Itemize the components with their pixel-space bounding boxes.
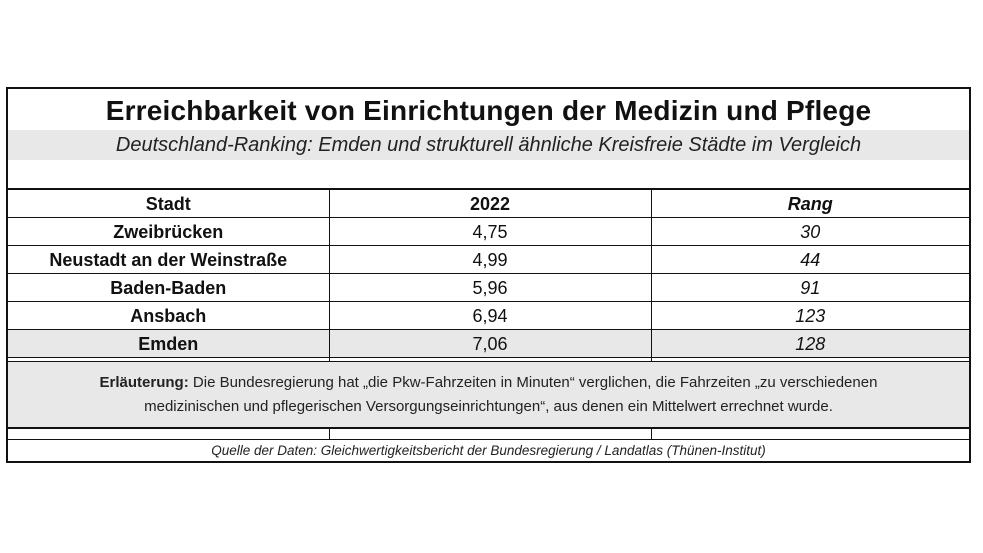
city-cell: Baden-Baden [8, 273, 329, 302]
city-cell: Ansbach [8, 301, 329, 330]
table-header-row: Stadt 2022 Rang [8, 188, 969, 218]
value-cell: 5,96 [328, 273, 651, 302]
infographic-frame: Erreichbarkeit von Einrichtungen der Med… [6, 87, 971, 463]
data-source: Quelle der Daten: Gleichwertigkeitsberic… [211, 443, 766, 458]
note-line-1: Die Bundesregierung hat „die Pkw-Fahrzei… [188, 374, 878, 391]
note-label: Erläuterung: [99, 374, 189, 391]
rank-cell: 44 [650, 245, 969, 274]
rank-cell: 123 [650, 301, 969, 330]
header-year: 2022 [328, 188, 651, 218]
column-divider [651, 429, 652, 440]
value-cell: 6,94 [328, 301, 651, 330]
explanation-note: Erläuterung: Die Bundesregierung hat „di… [8, 361, 969, 429]
table-row: Neustadt an der Weinstraße 4,99 44 [8, 245, 969, 274]
note-line-2: medizinischen und pflegerischen Versorgu… [144, 398, 833, 415]
table-row-highlighted: Emden 7,06 128 [8, 329, 969, 358]
value-cell: 7,06 [328, 329, 651, 358]
spacer-row [8, 160, 969, 188]
table-row: Baden-Baden 5,96 91 [8, 273, 969, 302]
header-city: Stadt [8, 188, 329, 218]
city-cell: Emden [8, 329, 329, 358]
rank-cell: 91 [650, 273, 969, 302]
column-divider [329, 429, 330, 440]
header-rank: Rang [650, 188, 969, 218]
page-subtitle: Deutschland-Ranking: Emden und strukture… [8, 130, 969, 160]
city-cell: Neustadt an der Weinstraße [8, 245, 329, 274]
value-cell: 4,75 [328, 217, 651, 246]
table-row: Zweibrücken 4,75 30 [8, 217, 969, 246]
city-cell: Zweibrücken [8, 217, 329, 246]
value-cell: 4,99 [328, 245, 651, 274]
rank-cell: 30 [650, 217, 969, 246]
footer-spacer-row [8, 429, 969, 440]
rank-cell: 128 [650, 329, 969, 358]
page-title: Erreichbarkeit von Einrichtungen der Med… [105, 95, 872, 126]
ranking-table: Stadt 2022 Rang Zweibrücken 4,75 30 Neus… [8, 188, 969, 367]
table-row: Ansbach 6,94 123 [8, 301, 969, 330]
